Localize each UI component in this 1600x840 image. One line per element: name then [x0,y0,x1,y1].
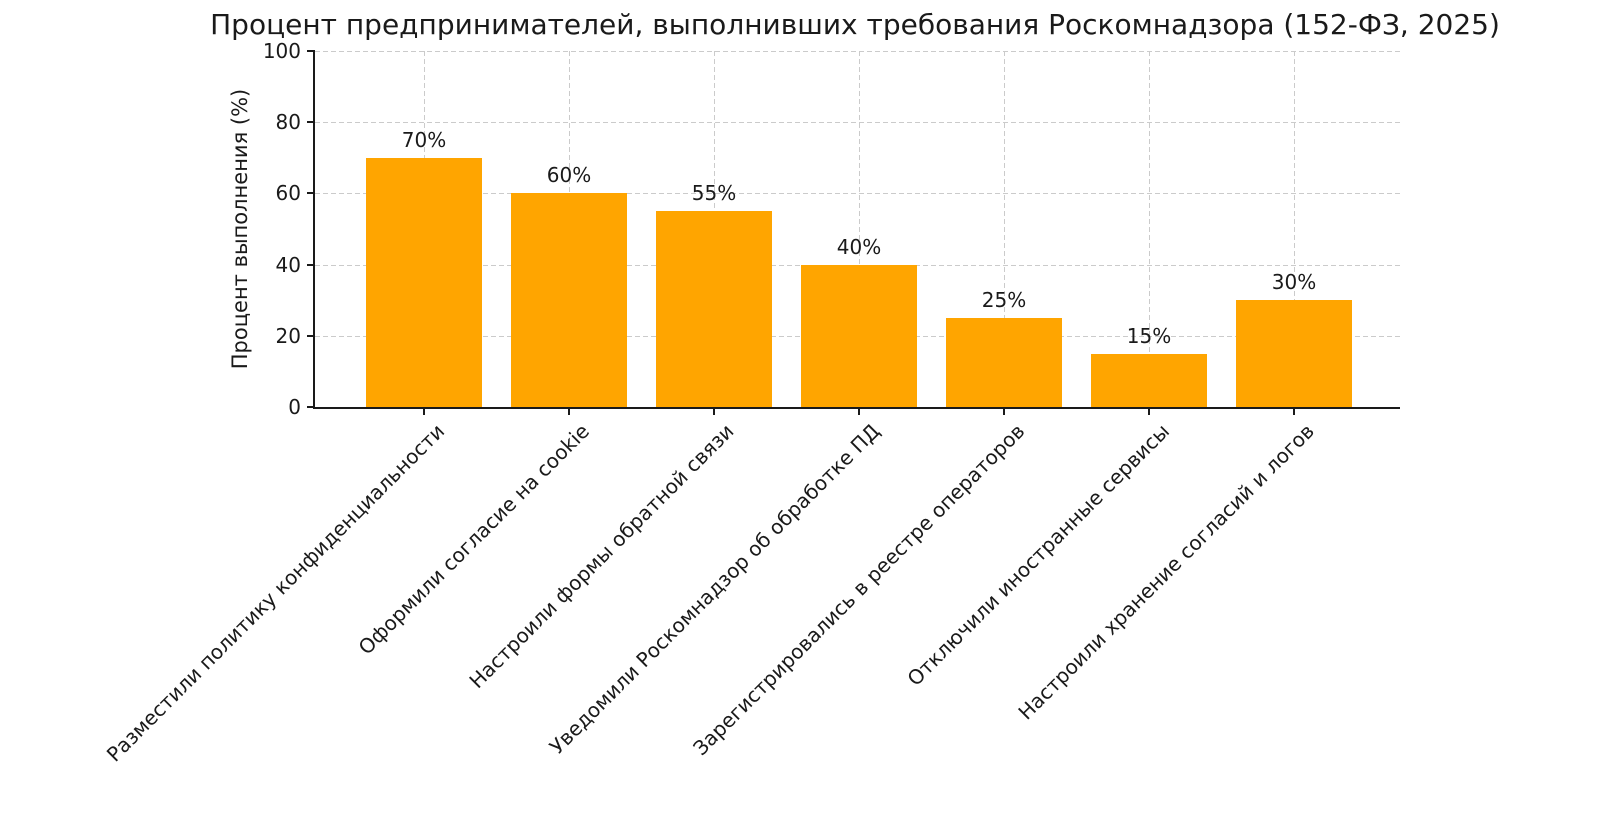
bar [1236,300,1352,407]
x-tick-label: Отключили иностранные сервисы [902,419,1174,691]
y-tick-mark [307,406,315,408]
bar [366,157,482,407]
x-tick-mark [1293,407,1295,415]
bar [801,264,917,407]
gridline-v [1004,51,1005,407]
bar-value-label: 15% [1126,323,1172,348]
x-tick-mark [568,407,570,415]
y-tick-label: 20 [275,323,301,348]
bar-value-label: 25% [981,288,1027,312]
y-tick-mark [307,263,315,266]
gridline-v [859,51,860,407]
y-tick-label: 40 [275,252,301,277]
bar [511,193,627,407]
y-tick-mark [307,192,315,195]
bar [1091,353,1207,407]
gridline-v [1294,51,1295,407]
x-tick-mark [1003,407,1005,415]
x-tick-mark [713,407,715,415]
bar-value-label: 60% [546,163,592,188]
gridline-h [315,122,1400,124]
chart-title: Процент предпринимателей, выполнивших тр… [210,8,1500,41]
x-tick-label: Уведомили Роскомнадзор об обработке ПД [544,419,884,759]
y-tick-mark [307,50,315,52]
x-tick-mark [423,407,425,415]
bar-value-label: 40% [836,234,882,259]
x-tick-label: Зарегистрировались в реестре операторов [687,419,1029,761]
y-tick-label: 100 [262,39,301,63]
gridline-h [315,51,1400,52]
x-tick-label: Разместили политику конфиденциальности [101,419,449,767]
x-tick-mark [858,407,860,415]
gridline-h [315,193,1400,195]
bar-value-label: 55% [691,181,737,206]
bar-value-label: 30% [1271,270,1317,295]
bar-value-label: 70% [401,127,447,152]
x-tick-label: Настроили хранение согласий и логов [1013,419,1319,725]
bar [656,211,772,407]
bar [946,318,1062,407]
y-tick-label: 0 [288,395,301,419]
y-tick-mark [307,121,315,124]
y-tick-label: 80 [275,110,301,135]
y-tick-label: 60 [275,181,301,206]
x-tick-label: Оформили согласие на cookie [353,419,594,660]
plot-area: 0 20 40 60 80 100 70% Разместили политику конфи… [102,39,1400,766]
x-tick-mark [1148,407,1150,415]
y-axis-label: Процент выполнения (%) [228,88,252,370]
y-tick-mark [307,334,315,337]
gridline-v [1149,51,1150,407]
x-tick-label: Настроили формы обратной связи [464,419,739,694]
